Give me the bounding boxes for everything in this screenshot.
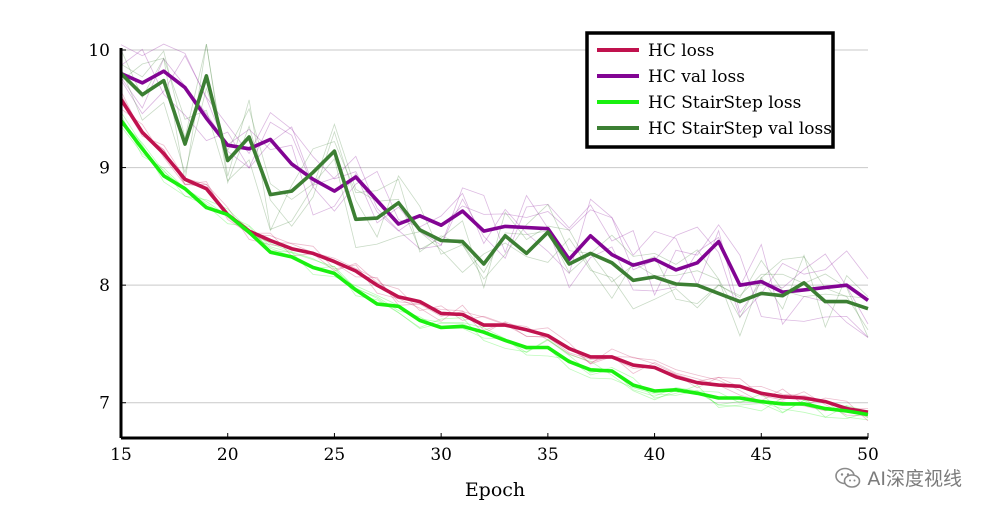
x-tick-label: 50	[857, 445, 879, 465]
faint-run-line	[120, 44, 869, 329]
series-line-hc-stairstep-loss	[119, 119, 869, 417]
faint-run-line	[120, 114, 869, 420]
wechat-icon	[835, 467, 861, 488]
x-tick-label: 35	[537, 445, 559, 465]
y-axis-ticks: 7 8 9 10	[88, 41, 126, 414]
series-line-hc-val-loss	[120, 69, 870, 302]
x-axis-title: Epoch	[465, 479, 525, 501]
legend-label: HC loss	[648, 41, 714, 61]
legend: HC loss HC val loss HC StairStep loss HC St…	[585, 31, 835, 149]
series-lines	[119, 69, 870, 417]
x-tick-label: 20	[217, 445, 239, 465]
x-tick-label: 45	[750, 445, 772, 465]
axes	[119, 48, 868, 440]
y-tick-label: 8	[99, 276, 110, 296]
y-tick-label: 7	[99, 394, 110, 414]
x-tick-label: 40	[644, 445, 666, 465]
faint-run-line	[120, 43, 869, 325]
x-tick-label: 15	[110, 445, 132, 465]
y-tick-label: 9	[99, 159, 110, 179]
x-axis-ticks: 15 20 25 30 35 40 45 50	[110, 433, 879, 465]
watermark-text: AI深度视线	[867, 468, 962, 490]
faint-run-line	[120, 125, 869, 421]
legend-label: HC StairStep loss	[648, 93, 801, 113]
x-tick-label: 25	[324, 445, 346, 465]
faint-run-line	[120, 111, 869, 413]
legend-label: HC StairStep val loss	[648, 119, 832, 139]
watermark: AI深度视线	[835, 464, 962, 491]
faint-run-line	[120, 48, 869, 338]
legend-label: HC val loss	[648, 67, 745, 87]
series-line-hc-stairstep-val-loss	[119, 72, 869, 311]
y-tick-label: 10	[88, 41, 110, 61]
x-tick-label: 30	[430, 445, 452, 465]
